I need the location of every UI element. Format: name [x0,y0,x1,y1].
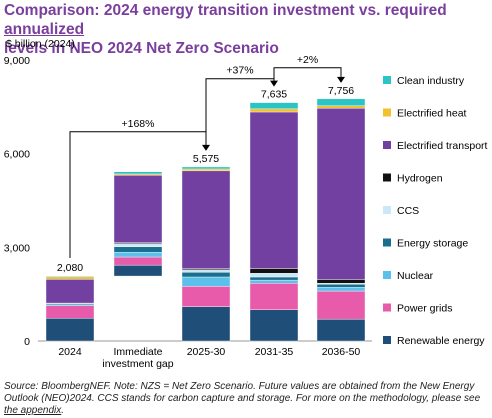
bar-total-label: 7,756 [328,85,354,97]
bar-segment [181,286,231,307]
bar-segment [113,252,163,258]
bar-segment [249,108,299,113]
bar-segment [249,268,299,274]
bar-total-label: 2,080 [57,262,83,274]
bar-segment [249,273,299,278]
x-tick-label: 2036-50 [322,346,361,358]
legend-label: Renewable energy [397,335,485,347]
bar-segment [181,168,231,172]
bar-segment [316,98,366,106]
bar-segment [113,243,163,247]
bar-segment [45,275,95,278]
legend-swatch [383,108,391,117]
legend-swatch [383,173,391,182]
x-tick-label: 2031-35 [255,346,294,358]
bar-segment [181,276,231,287]
legend-label: Electrified heat [397,108,467,120]
footnote: Source: BloombergNEF. Note: NZS = Net Ze… [4,381,490,417]
bar-segment [113,264,163,277]
legend-label: Energy storage [397,238,468,250]
legend-swatch [383,206,391,214]
bar-segment [316,283,366,288]
y-tick-label: 0 [24,336,30,348]
bar-segment [113,246,163,253]
title-line-1: Comparison: 2024 energy transition inves… [4,2,447,19]
bar-segment [113,171,163,175]
bar-segment [249,276,299,281]
legend-swatch [383,238,391,247]
legend-swatch [383,141,391,149]
legend-swatch [383,76,391,84]
title-line-2: levels in NEO 2024 Net Zero Scenario [4,40,279,57]
bar-segment [316,279,366,284]
x-tick-label: 2024 [58,346,82,358]
bar-segment [181,269,231,273]
bar-segment [316,290,366,320]
growth-label: +168% [122,118,155,130]
growth-arrow-line [273,67,342,85]
x-tick-label: investment gap [102,358,173,370]
bar-segment [316,105,366,109]
legend-swatch [383,303,391,312]
bar-segment [181,306,231,342]
bar-segment [316,287,366,292]
legend-label: Power grids [397,303,452,315]
bar-segment [249,283,299,310]
bar-segment [249,309,299,342]
growth-arrow-head [337,76,345,83]
y-axis-label: $ billion (2024) [6,38,75,50]
bar-segment [113,175,163,243]
bar-segment [181,170,231,269]
y-tick-label: 3,000 [4,242,30,254]
legend-swatch [383,336,391,344]
bar-segment [316,108,366,280]
appendix-link[interactable]: the appendix [4,405,62,416]
x-tick-label: Immediate [113,346,162,358]
legend-label: Clean industry [397,75,465,87]
growth-label: +37% [226,65,253,77]
bar-segment [181,272,231,278]
x-tick-label: 2025-30 [187,346,226,358]
growth-label: +2% [297,54,318,66]
bar-segment [45,305,95,319]
bar-segment [316,318,366,342]
y-tick-label: 6,000 [4,149,30,161]
bar-segment [45,318,95,342]
legend-label: Nuclear [397,270,434,282]
chart-canvas: 0 3,000 6,000 9,000 2024 2,080 Immediateinvest… [4,54,488,370]
footnote-text: Source: BloombergNEF. Note: NZS = Net Ze… [4,381,481,404]
bar-segment [249,102,299,110]
legend-label: Electrified transport [397,140,488,152]
y-tick-label: 9,000 [4,55,30,67]
bar-segment [113,256,163,266]
bar-segment [249,279,299,284]
footnote-end: . [61,405,65,416]
bar-segment [45,279,95,304]
bar-segment [181,166,231,170]
title-highlight: annualized [4,21,85,38]
bar-total-label: 5,575 [193,153,219,165]
legend-label: CCS [397,205,419,217]
bar-segment [249,111,299,269]
bar-total-label: 7,635 [261,89,287,101]
chart-title: Comparison: 2024 energy transition inves… [4,1,488,58]
legend-label: Hydrogen [397,173,443,185]
legend-swatch [383,271,391,279]
bar-segment [45,276,95,280]
